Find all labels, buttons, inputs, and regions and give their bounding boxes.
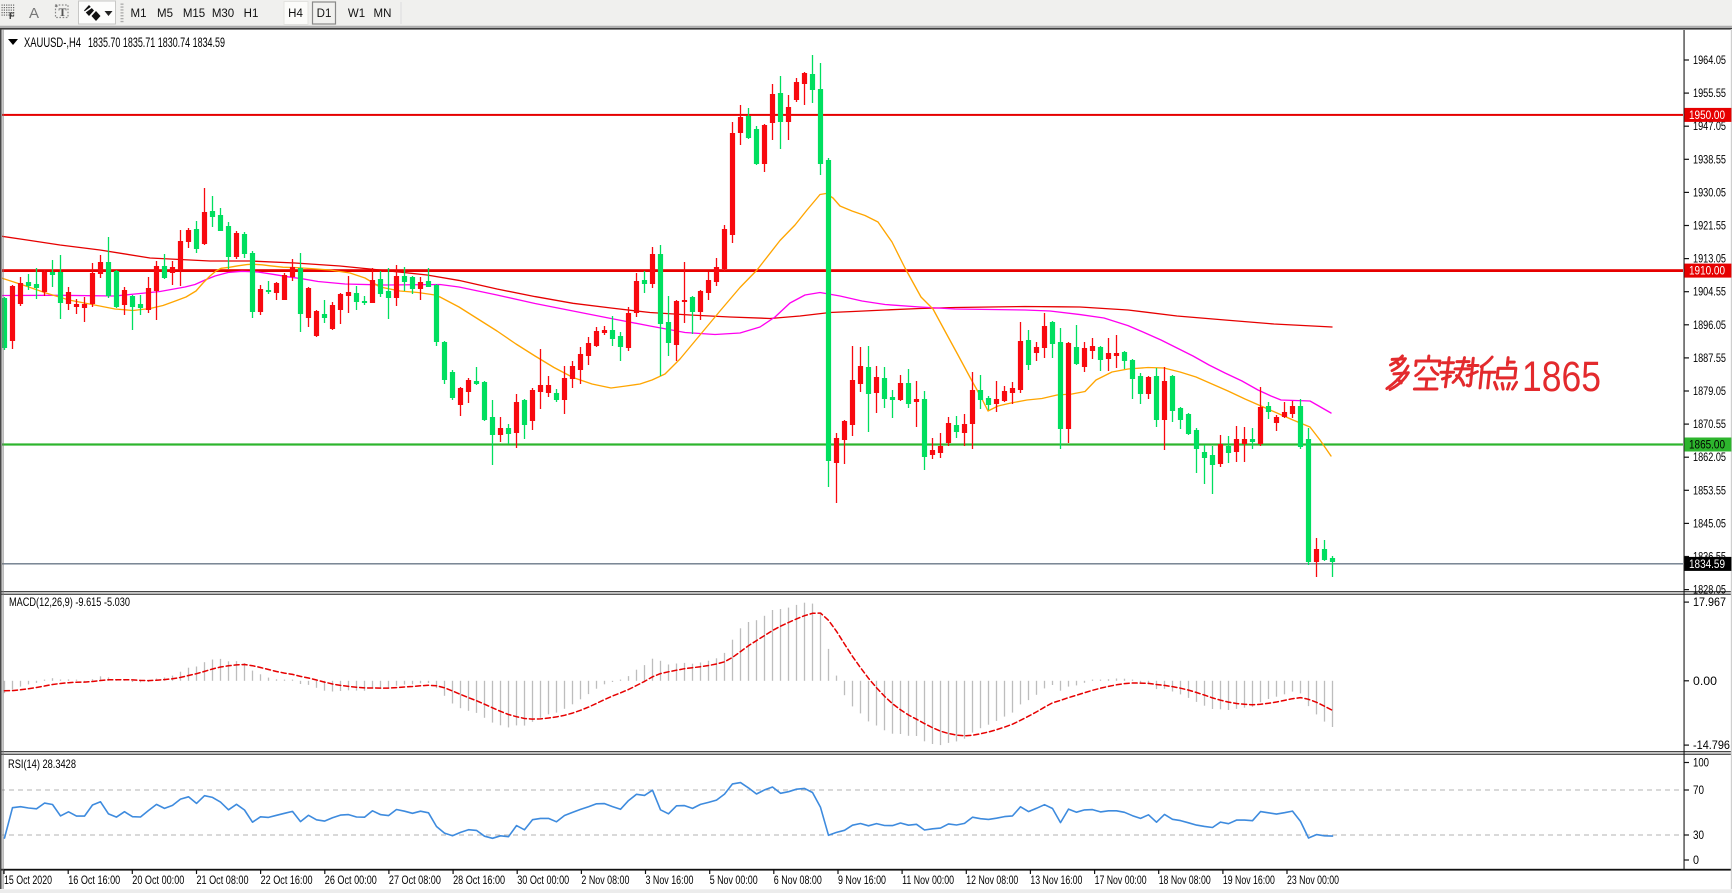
svg-text:T: T <box>59 5 67 19</box>
svg-text:1845.05: 1845.05 <box>1693 518 1726 530</box>
svg-text:1834.59: 1834.59 <box>1689 559 1725 571</box>
svg-text:3 Nov 16:00: 3 Nov 16:00 <box>646 875 694 887</box>
svg-text:1964.05: 1964.05 <box>1693 55 1726 67</box>
svg-text:30 Oct 00:00: 30 Oct 00:00 <box>517 875 569 887</box>
svg-text:18 Nov 08:00: 18 Nov 08:00 <box>1159 875 1211 887</box>
svg-text:1913.05: 1913.05 <box>1693 254 1726 266</box>
svg-text:100: 100 <box>1693 758 1709 770</box>
svg-text:1904.55: 1904.55 <box>1693 287 1726 299</box>
svg-text:1865: 1865 <box>1522 353 1601 401</box>
svg-text:70: 70 <box>1693 785 1704 797</box>
svg-text:6 Nov 08:00: 6 Nov 08:00 <box>774 875 822 887</box>
svg-text:F: F <box>9 11 15 21</box>
svg-text:20 Oct 00:00: 20 Oct 00:00 <box>132 875 184 887</box>
svg-text:1921.55: 1921.55 <box>1693 221 1726 233</box>
svg-text:19 Nov 16:00: 19 Nov 16:00 <box>1223 875 1275 887</box>
svg-text:21 Oct 08:00: 21 Oct 08:00 <box>197 875 249 887</box>
svg-text:W1: W1 <box>348 8 365 20</box>
svg-text:H1: H1 <box>244 8 259 20</box>
svg-text:1930.05: 1930.05 <box>1693 187 1726 199</box>
svg-text:MACD(12,26,9) -9.615 -5.030: MACD(12,26,9) -9.615 -5.030 <box>9 595 130 609</box>
svg-text:27 Oct 08:00: 27 Oct 08:00 <box>389 875 441 887</box>
svg-text:1955.55: 1955.55 <box>1693 88 1726 100</box>
svg-text:M5: M5 <box>157 8 173 20</box>
svg-text:9 Nov 16:00: 9 Nov 16:00 <box>838 875 886 887</box>
svg-text:0.00: 0.00 <box>1693 676 1717 688</box>
svg-text:11 Nov 00:00: 11 Nov 00:00 <box>902 875 954 887</box>
svg-text:M30: M30 <box>212 8 234 20</box>
svg-text:5 Nov 00:00: 5 Nov 00:00 <box>710 875 758 887</box>
svg-text:17 Nov 00:00: 17 Nov 00:00 <box>1095 875 1147 887</box>
svg-text:16 Oct 16:00: 16 Oct 16:00 <box>68 875 120 887</box>
svg-text:1887.55: 1887.55 <box>1693 353 1726 365</box>
svg-text:1879.05: 1879.05 <box>1693 386 1726 398</box>
svg-text:XAUUSD-,H4: XAUUSD-,H4 <box>24 35 81 50</box>
svg-text:1870.55: 1870.55 <box>1693 419 1726 431</box>
svg-text:1950.00: 1950.00 <box>1689 110 1725 122</box>
svg-text:H4: H4 <box>288 8 303 20</box>
svg-text:MN: MN <box>374 8 392 20</box>
svg-text:13 Nov 16:00: 13 Nov 16:00 <box>1030 875 1082 887</box>
svg-text:2 Nov 08:00: 2 Nov 08:00 <box>581 875 629 887</box>
svg-text:A: A <box>29 5 39 22</box>
svg-text:17.967: 17.967 <box>1693 597 1726 609</box>
svg-text:1853.55: 1853.55 <box>1693 485 1726 497</box>
svg-text:1896.05: 1896.05 <box>1693 320 1726 332</box>
svg-text:15 Oct 2020: 15 Oct 2020 <box>4 875 52 887</box>
svg-text:-14.796: -14.796 <box>1693 740 1730 752</box>
svg-text:22 Oct 16:00: 22 Oct 16:00 <box>261 875 313 887</box>
svg-text:D1: D1 <box>317 8 332 20</box>
svg-text:12 Nov 08:00: 12 Nov 08:00 <box>966 875 1018 887</box>
svg-text:1938.55: 1938.55 <box>1693 154 1726 166</box>
svg-text:0: 0 <box>1693 855 1699 867</box>
svg-text:1828.05: 1828.05 <box>1693 585 1726 597</box>
svg-text:1910.00: 1910.00 <box>1689 266 1725 278</box>
svg-text:RSI(14) 28.3428: RSI(14) 28.3428 <box>8 757 76 771</box>
svg-text:1865.00: 1865.00 <box>1689 440 1725 452</box>
svg-text:26 Oct 00:00: 26 Oct 00:00 <box>325 875 377 887</box>
svg-text:M15: M15 <box>183 8 205 20</box>
svg-text:M1: M1 <box>131 8 147 20</box>
svg-text:30: 30 <box>1693 830 1704 842</box>
svg-text:1835.70 1835.71 1830.74 1834.5: 1835.70 1835.71 1830.74 1834.59 <box>88 35 225 50</box>
svg-text:23 Nov 00:00: 23 Nov 00:00 <box>1287 875 1339 887</box>
svg-text:28 Oct 16:00: 28 Oct 16:00 <box>453 875 505 887</box>
svg-text:1862.05: 1862.05 <box>1693 452 1726 464</box>
svg-text:1947.05: 1947.05 <box>1693 121 1726 133</box>
